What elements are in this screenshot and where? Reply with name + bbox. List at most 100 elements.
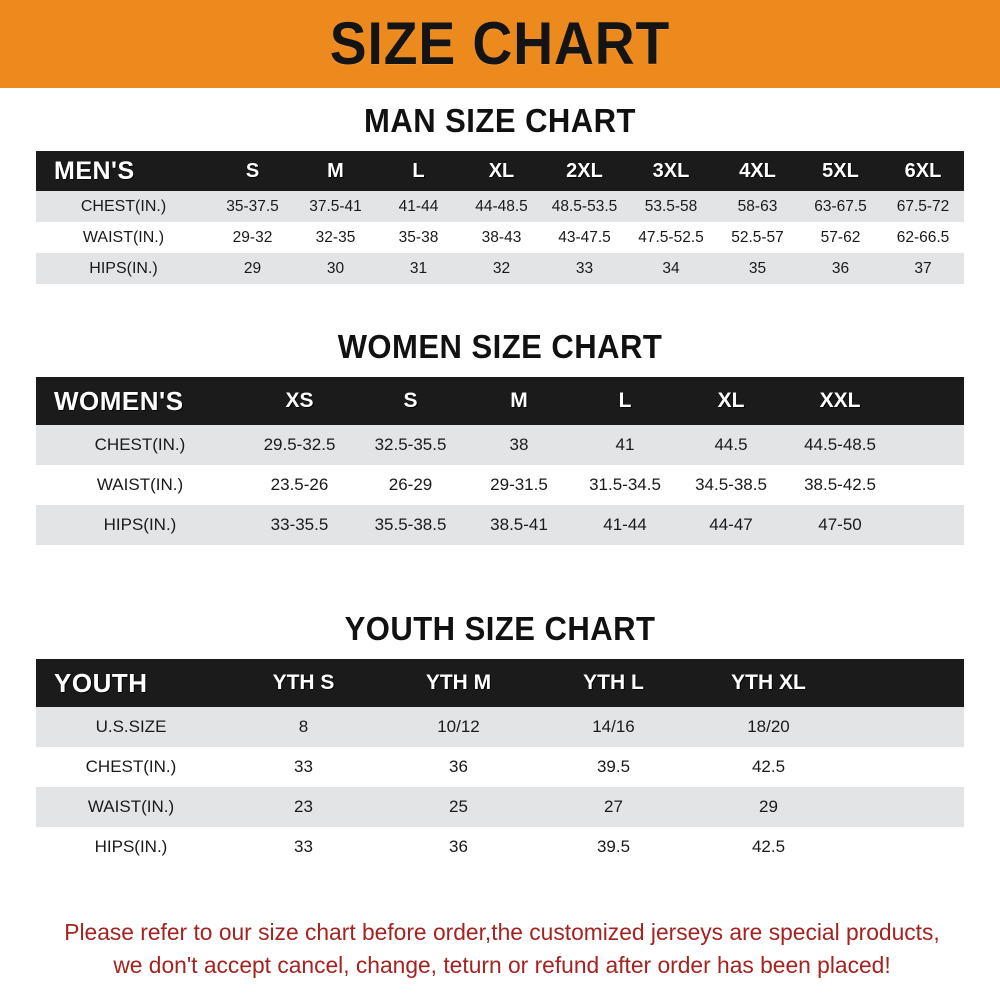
men-cell-r3-c1: 29 [211, 253, 294, 284]
youth-row-label-2: CHEST(IN.) [36, 747, 226, 787]
men-size-header-6: 3XL [652, 159, 690, 182]
men-cell-r2-c6: 47.5-52.5 [626, 222, 716, 253]
table-row: WAIST(IN.) 23.5-26 26-29 29-31.5 31.5-34.5 34… [36, 465, 964, 505]
women-size-header-spacer [896, 377, 964, 425]
men-size-header-8: 5XL [822, 159, 859, 182]
women-row-label-2: WAIST(IN.) [36, 465, 244, 505]
youth-cell-spacer [846, 787, 964, 827]
men-cell-r1-c3: 41-44 [377, 191, 460, 222]
youth-cell-r1-c3: 14/16 [536, 707, 691, 747]
page-title: SIZE CHART [329, 10, 671, 77]
youth-size-header-3: YTH L [583, 671, 644, 694]
men-cell-r3-c3: 31 [377, 253, 460, 284]
men-cell-r3-c5: 33 [543, 253, 626, 284]
youth-header-row: YOUTH YTH S YTH M YTH L YTH XL [36, 659, 964, 707]
women-size-table: WOMEN'S XS S M L XL XXL CHEST(IN.) 29.5-32.5 32.5… [36, 377, 964, 545]
women-size-header-3: M [510, 389, 528, 412]
men-cell-r1-c7: 58-63 [716, 191, 799, 222]
youth-row-label-3: WAIST(IN.) [36, 787, 226, 827]
men-cell-r3-c2: 30 [294, 253, 377, 284]
women-table-body: WOMEN'S XS S M L XL XXL CHEST(IN.) 29.5-32.5 32.5… [36, 377, 964, 545]
men-cell-r3-c9: 37 [882, 253, 964, 284]
men-cell-r2-c7: 52.5-57 [716, 222, 799, 253]
men-cell-r3-c7: 35 [716, 253, 799, 284]
men-cell-r1-c6: 53.5-58 [626, 191, 716, 222]
women-size-header-2: S [403, 389, 418, 412]
women-cell-r1-c4: 41 [572, 425, 678, 465]
women-cell-r3-c4: 41-44 [572, 505, 678, 545]
women-cell-r3-c3: 38.5-41 [466, 505, 572, 545]
table-row: HIPS(IN.) 29 30 31 32 33 34 35 36 37 [36, 253, 964, 284]
men-cell-r2-c4: 38-43 [460, 222, 543, 253]
section-title-youth: YOUTH SIZE CHART [344, 610, 656, 647]
men-cell-r2-c5: 43-47.5 [543, 222, 626, 253]
women-cell-r3-c5: 44-47 [678, 505, 784, 545]
women-corner-label: WOMEN'S [54, 385, 184, 416]
youth-cell-r1-c2: 10/12 [381, 707, 536, 747]
men-cell-r2-c1: 29-32 [211, 222, 294, 253]
youth-size-header-spacer [846, 659, 964, 707]
table-row: WAIST(IN.) 29-32 32-35 35-38 38-43 43-47.5 47.… [36, 222, 964, 253]
women-size-header-5: XL [717, 389, 745, 412]
table-row: U.S.SIZE 8 10/12 14/16 18/20 [36, 707, 964, 747]
men-cell-r1-c4: 44-48.5 [460, 191, 543, 222]
youth-row-label-4: HIPS(IN.) [36, 827, 226, 867]
youth-cell-r3-c1: 23 [226, 787, 381, 827]
women-size-header-4: L [618, 389, 632, 412]
women-cell-r2-c6: 38.5-42.5 [784, 465, 896, 505]
youth-cell-r2-c1: 33 [226, 747, 381, 787]
women-cell-r2-c1: 23.5-26 [244, 465, 355, 505]
youth-table-body: YOUTH YTH S YTH M YTH L YTH XL U.S.SIZE 8 10/12… [36, 659, 964, 867]
women-cell-spacer [896, 505, 964, 545]
table-row: HIPS(IN.) 33-35.5 35.5-38.5 38.5-41 41-44 44-… [36, 505, 964, 545]
men-cell-r1-c2: 37.5-41 [294, 191, 377, 222]
women-cell-r1-c2: 32.5-35.5 [355, 425, 466, 465]
youth-cell-r4-c2: 36 [381, 827, 536, 867]
men-row-label-2: WAIST(IN.) [36, 222, 211, 253]
men-cell-r3-c6: 34 [626, 253, 716, 284]
youth-cell-r3-c3: 27 [536, 787, 691, 827]
women-cell-r1-c6: 44.5-48.5 [784, 425, 896, 465]
men-cell-r2-c2: 32-35 [294, 222, 377, 253]
section-title-man: MAN SIZE CHART [364, 102, 636, 139]
women-cell-r3-c2: 35.5-38.5 [355, 505, 466, 545]
youth-cell-r3-c2: 25 [381, 787, 536, 827]
men-size-header-5: 2XL [566, 159, 603, 182]
section-title-women: WOMEN SIZE CHART [337, 328, 663, 365]
women-cell-r1-c5: 44.5 [678, 425, 784, 465]
men-cell-r1-c9: 67.5-72 [882, 191, 964, 222]
youth-cell-spacer [846, 747, 964, 787]
man-table-body: MEN'S S M L XL 2XL 3XL 4XL 5XL 6XL CHEST(IN.) 35-37… [36, 151, 964, 284]
table-row: HIPS(IN.) 33 36 39.5 42.5 [36, 827, 964, 867]
youth-cell-r4-c4: 42.5 [691, 827, 846, 867]
youth-cell-r1-c1: 8 [226, 707, 381, 747]
men-size-header-7: 4XL [739, 159, 776, 182]
section-women-size-chart: WOMEN SIZE CHART WOMEN'S XS S M L XL XXL CHEST(… [36, 330, 964, 545]
youth-cell-r2-c2: 36 [381, 747, 536, 787]
women-row-label-3: HIPS(IN.) [36, 505, 244, 545]
footer-disclaimer-line-2: we don't accept cancel, change, teturn o… [113, 952, 891, 979]
youth-cell-r3-c4: 29 [691, 787, 846, 827]
youth-cell-r1-c4: 18/20 [691, 707, 846, 747]
section-man-size-chart: MAN SIZE CHART MEN'S S M L XL 2XL 3XL 4XL 5XL 6XL… [36, 104, 964, 284]
men-cell-r2-c9: 62-66.5 [882, 222, 964, 253]
youth-size-header-4: YTH XL [731, 671, 806, 694]
men-header-row: MEN'S S M L XL 2XL 3XL 4XL 5XL 6XL [36, 151, 964, 191]
page-banner: SIZE CHART [0, 0, 1000, 88]
women-header-row: WOMEN'S XS S M L XL XXL [36, 377, 964, 425]
table-row: CHEST(IN.) 33 36 39.5 42.5 [36, 747, 964, 787]
youth-corner-label: YOUTH [54, 667, 148, 698]
women-row-label-1: CHEST(IN.) [36, 425, 244, 465]
women-cell-r2-c5: 34.5-38.5 [678, 465, 784, 505]
men-cell-r2-c3: 35-38 [377, 222, 460, 253]
women-cell-r2-c2: 26-29 [355, 465, 466, 505]
women-size-header-6: XXL [819, 389, 861, 412]
youth-size-table: YOUTH YTH S YTH M YTH L YTH XL U.S.SIZE 8 10/12… [36, 659, 964, 867]
men-cell-r1-c8: 63-67.5 [799, 191, 882, 222]
footer-disclaimer: Please refer to our size chart before or… [38, 916, 965, 983]
youth-size-header-2: YTH M [425, 671, 492, 694]
footer-disclaimer-line-1: Please refer to our size chart before or… [64, 919, 940, 945]
section-youth-size-chart: YOUTH SIZE CHART YOUTH YTH S YTH M YTH L YTH… [36, 612, 964, 867]
table-row: CHEST(IN.) 29.5-32.5 32.5-35.5 38 41 44.5 44.5… [36, 425, 964, 465]
